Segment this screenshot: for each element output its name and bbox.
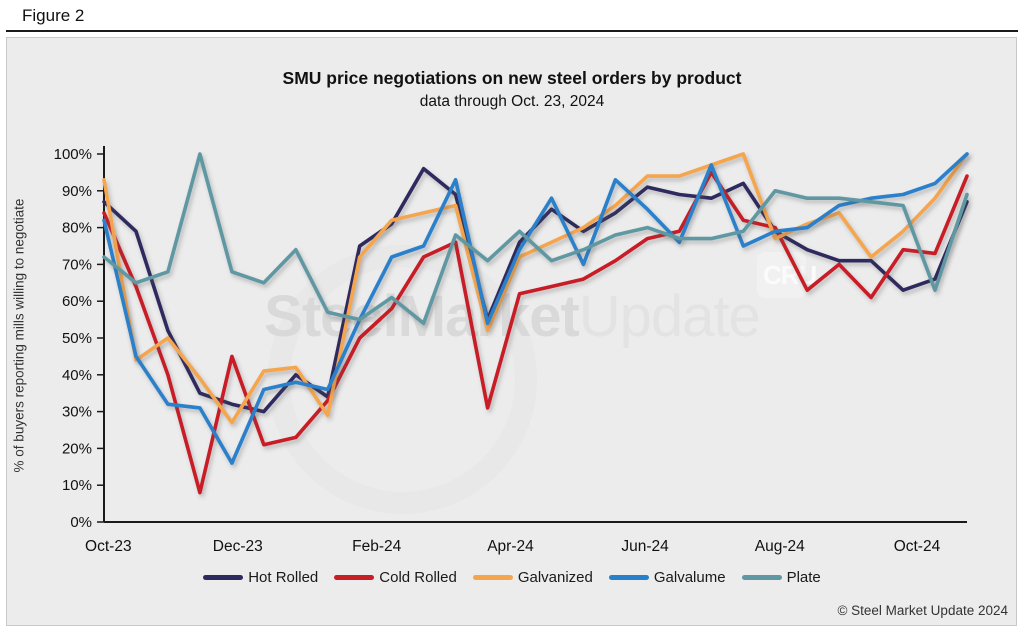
copyright-text: © Steel Market Update 2024 xyxy=(837,603,1008,618)
y-tick-label: 20% xyxy=(62,440,92,457)
series-line-galvanized xyxy=(102,152,969,425)
y-tick-label: 40% xyxy=(62,367,92,384)
chart-legend: Hot Rolled Cold Rolled Galvanized Galvalume… xyxy=(0,569,1024,586)
legend-item-hot-rolled: Hot Rolled xyxy=(203,569,318,586)
y-tick-label: 70% xyxy=(62,256,92,273)
legend-label: Galvalume xyxy=(653,569,726,586)
y-tick-label: 50% xyxy=(62,330,92,347)
y-tick-label: 80% xyxy=(62,220,92,237)
legend-swatch-plate xyxy=(741,575,782,580)
legend-item-plate: Plate xyxy=(741,569,821,586)
y-tick-label: 90% xyxy=(62,183,92,200)
legend-label: Hot Rolled xyxy=(248,569,319,586)
series-line-galvalume xyxy=(102,152,969,465)
x-tick-label: Feb-24 xyxy=(352,538,401,555)
x-tick-label: Aug-24 xyxy=(755,538,805,555)
x-tick-label: Oct-23 xyxy=(85,538,132,555)
legend-item-galvalume: Galvalume xyxy=(608,569,726,586)
watermark-light-text: Update xyxy=(578,284,761,349)
figure-rule xyxy=(6,30,1018,32)
chart-title: SMU price negotiations on new steel orde… xyxy=(282,68,742,88)
y-tick-label: 10% xyxy=(62,477,92,494)
legend-swatch-hot-rolled xyxy=(203,575,244,580)
legend-item-cold-rolled: Cold Rolled xyxy=(334,569,457,586)
figure-label: Figure 2 xyxy=(22,6,85,25)
series-line-cold-rolled xyxy=(102,170,969,495)
x-tick-label: Oct-24 xyxy=(894,538,941,555)
legend-label: Galvanized xyxy=(517,569,593,586)
y-tick-label: 30% xyxy=(62,404,92,421)
y-tick-label: 60% xyxy=(62,293,92,310)
y-tick-label: 100% xyxy=(54,146,92,163)
y-tick-label: 0% xyxy=(70,514,92,531)
legend-item-galvanized: Galvanized xyxy=(472,569,593,586)
watermark-bold-text: SteelMarket xyxy=(264,284,580,349)
legend-label: Plate xyxy=(786,569,821,586)
legend-label: Cold Rolled xyxy=(379,569,457,586)
legend-swatch-cold-rolled xyxy=(334,575,375,580)
x-tick-label: Jun-24 xyxy=(621,538,669,555)
legend-swatch-galvanized xyxy=(472,575,513,580)
x-tick-label: Dec-23 xyxy=(213,538,263,555)
chart-subtitle: data through Oct. 23, 2024 xyxy=(419,93,605,110)
steel-market-update-watermark: SteelMarketUpdate xyxy=(0,283,1024,350)
legend-swatch-galvalume xyxy=(608,575,649,580)
series-line-plate xyxy=(102,152,969,326)
x-tick-label: Apr-24 xyxy=(487,538,534,555)
